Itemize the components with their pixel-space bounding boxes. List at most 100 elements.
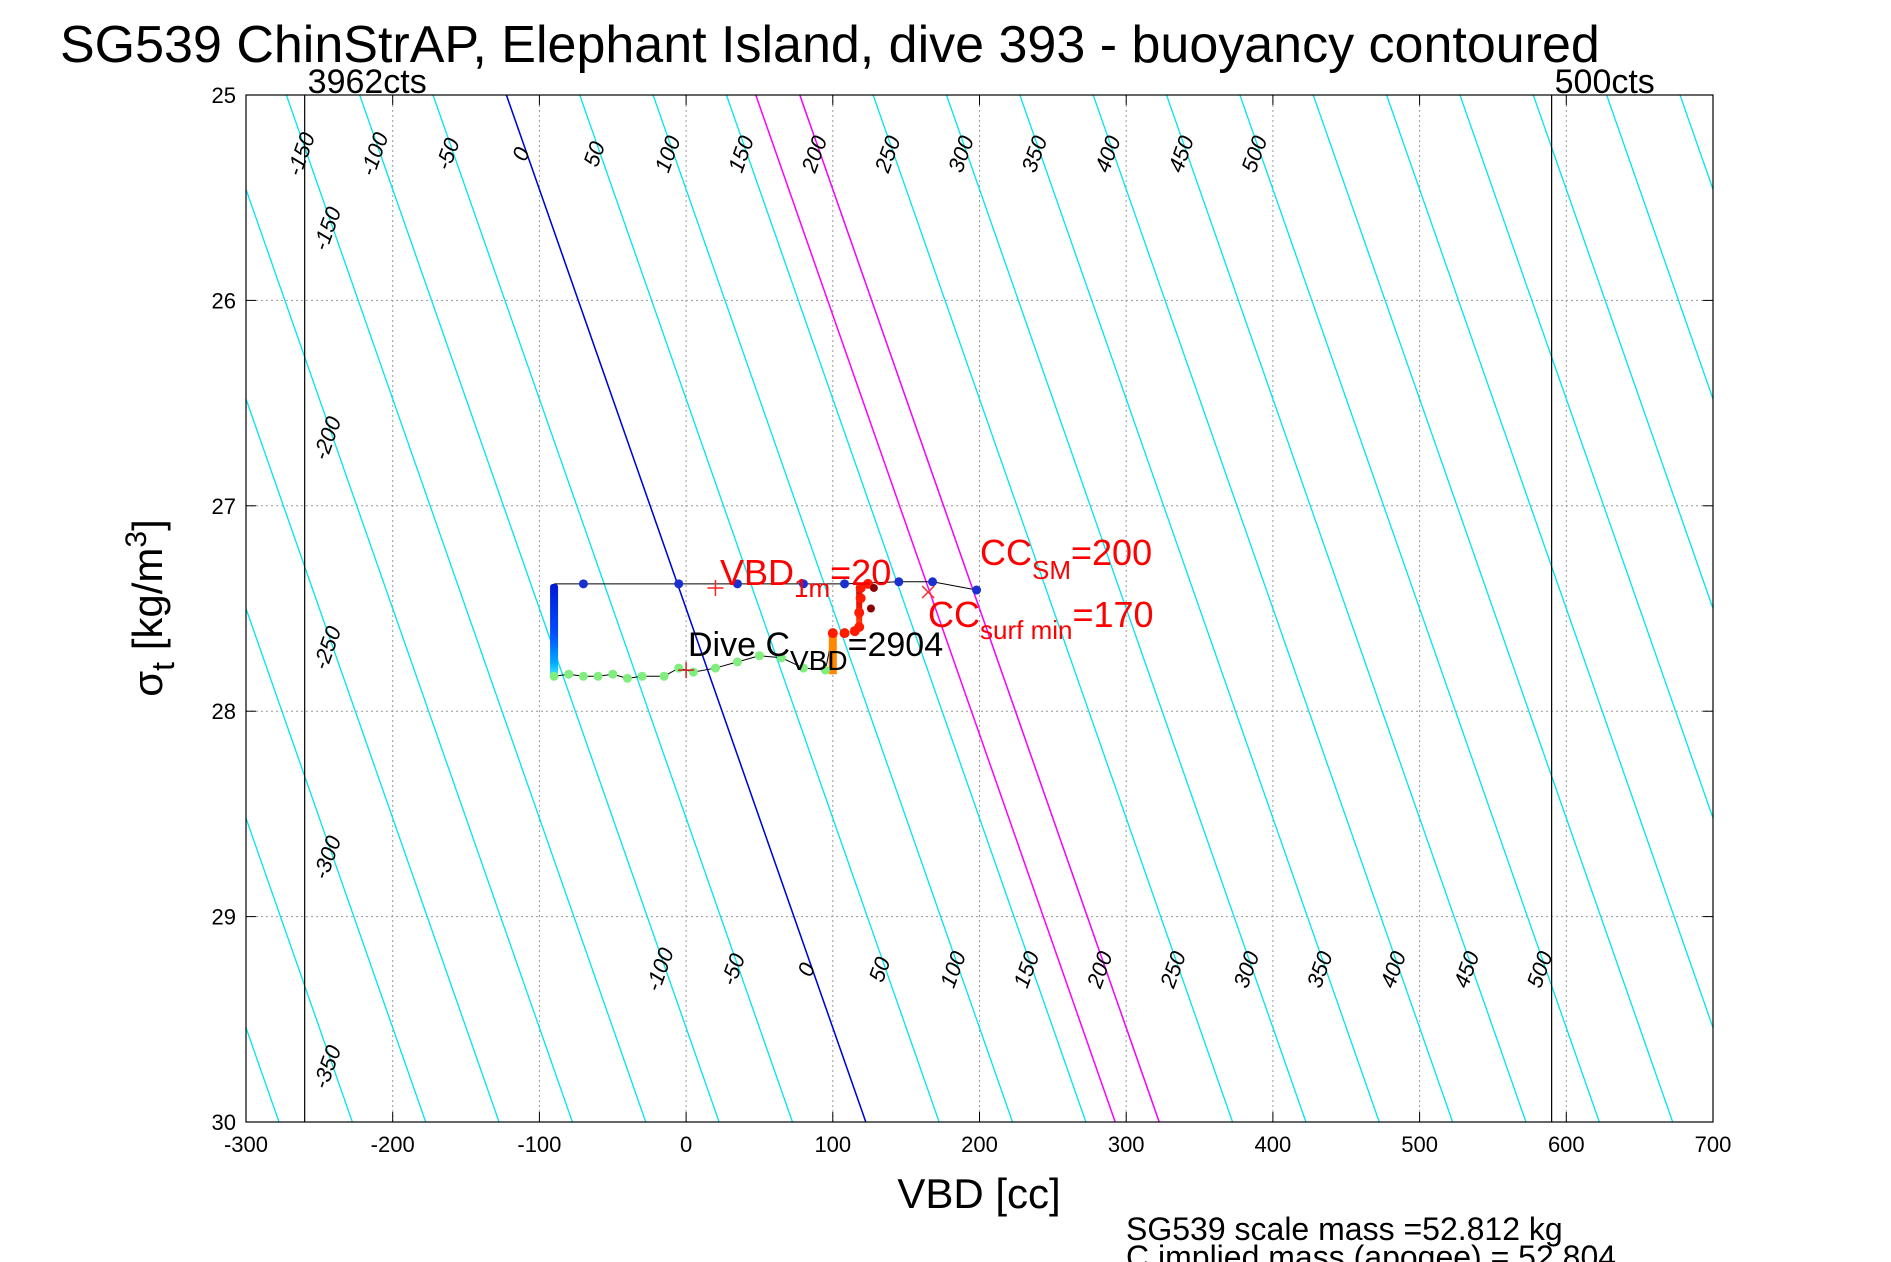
buoyancy-contour-4 (246, 396, 500, 1122)
descent-point-12 (754, 651, 764, 661)
cc-sm-sub: SM (1032, 555, 1071, 585)
buoyancy-contour-20 (1312, 95, 1674, 1122)
buoyancy-contour-24 (1606, 95, 1713, 401)
descent-point-5 (622, 673, 632, 683)
descent-point-14 (798, 663, 808, 673)
buoyancy-contour-22 (1459, 95, 1713, 821)
red-point-1 (839, 628, 850, 639)
footer-implied-mass: C implied mass (apogee) = 52.804 (1126, 1239, 1616, 1262)
buoyancy-contour-2 (246, 816, 353, 1122)
ascent-point-1 (674, 579, 684, 589)
buoyancy-contour-27 (1827, 95, 1891, 1122)
y-axis-label-close: ] (124, 519, 171, 531)
dark-red-point-0 (866, 604, 875, 613)
descent-point-7 (659, 671, 669, 681)
x-tick-label-9: 600 (1548, 1132, 1585, 1157)
cc-surf-main: CC (928, 594, 980, 635)
contour-label-bottom-0: -100 (640, 944, 679, 995)
highlight-contour-0 (505, 95, 867, 1122)
contour-label-bottom-12: 500 (1522, 947, 1558, 991)
y-tick-label-0: 25 (212, 83, 236, 108)
y-axis-label-main: σ (124, 671, 171, 697)
buoyancy-contour-26 (1753, 95, 1891, 1122)
buoyancy-contour-19 (1239, 95, 1600, 1122)
ascent-point-3 (798, 579, 808, 589)
x-axis: -300 -200 -100 0 100 200 300 400 500 600 700 (224, 95, 1731, 1157)
footer-scale-mass: SG539 scale mass =52.812 kg (1126, 1211, 1563, 1247)
blue-depth-bar (550, 583, 559, 677)
x-tick-label-2: -100 (517, 1132, 561, 1157)
red-point-6 (855, 582, 866, 593)
x-tick-label-8: 500 (1401, 1132, 1438, 1157)
x-tick-label-0: -300 (224, 1132, 268, 1157)
y-tick-label-3: 28 (212, 699, 236, 724)
descent-point-10 (710, 663, 720, 673)
buoyancy-contour-7 (359, 95, 720, 1122)
highlight-contour-1 (799, 95, 1160, 1122)
contour-label-top-13: 500 (1236, 132, 1272, 176)
x-tick-label-3: 0 (680, 1132, 692, 1157)
buoyancy-contour-5 (246, 187, 574, 1122)
contour-label-bottom-2: 0 (792, 959, 820, 980)
contour-labels: -150 -100 -50 0 50 100 150 200 250 300 350 400 450 50… (282, 128, 1558, 1092)
contour-label-bottom-4: 100 (935, 947, 971, 991)
descent-point-13 (776, 653, 786, 663)
contour-label-top-12: 450 (1163, 132, 1199, 176)
buoyancy-contour-10 (579, 95, 940, 1122)
buoyancy-contour-0 (0, 95, 206, 1122)
red-point-4 (854, 607, 865, 618)
ascent-point-6 (928, 577, 938, 587)
highlight-contour-2 (755, 95, 1116, 1122)
x-marker-b (921, 585, 935, 599)
y-tick-label-2: 27 (212, 494, 236, 519)
x-tick-label-6: 300 (1108, 1132, 1145, 1157)
contour-label-bottom-8: 300 (1228, 947, 1264, 991)
descent-point-2 (578, 671, 588, 681)
ascent-point-0 (578, 579, 588, 589)
contour-label-bottom-7: 250 (1155, 947, 1192, 992)
descent-point-9 (688, 667, 698, 677)
dive-c-sub: VBD (790, 645, 848, 676)
dive-trace (549, 577, 982, 683)
contour-label-top-10: 350 (1016, 132, 1052, 176)
highlight-contours (505, 95, 1160, 1122)
y-axis-label-units: [kg/m (124, 548, 171, 662)
buoyancy-contour-6 (285, 95, 647, 1122)
contour-label-left-3: -200 (308, 413, 347, 464)
contour-label-left-1: -300 (308, 832, 347, 883)
buoyancy-contour-12 (725, 95, 1087, 1122)
descent-point-3 (593, 671, 603, 681)
descent-point-8 (674, 663, 684, 673)
contour-label-left-2: -250 (308, 622, 347, 673)
ascent-point-2 (732, 579, 742, 589)
buoyancy-contour-16 (1019, 95, 1380, 1122)
cc-surf-min-annotation: CCsurf min=170 (928, 594, 1154, 645)
contour-label-top-1: -100 (355, 128, 394, 179)
x-tick-label-5: 200 (961, 1132, 998, 1157)
ascent-point-7 (972, 585, 982, 595)
dive-c-vbd-annotation: Dive CVBD=2904 (688, 626, 943, 676)
x-tick-label-1: -200 (371, 1132, 415, 1157)
vbd-1m-value: =20 (830, 552, 891, 593)
contour-label-top-2: -50 (430, 134, 465, 173)
cc-sm-annotation: CCSM=200 (980, 532, 1152, 585)
contour-label-bottom-5: 150 (1008, 947, 1044, 991)
y-tick-label-1: 26 (212, 288, 236, 313)
x-axis-label: VBD [cc] (897, 1170, 1060, 1217)
contour-label-top-3: 0 (507, 143, 535, 164)
y-axis-label-sup: 3 (120, 531, 153, 548)
red-point-0 (827, 628, 838, 639)
contour-label-bottom-9: 350 (1302, 947, 1338, 991)
x-tick-label-10: 700 (1695, 1132, 1732, 1157)
descent-point-6 (637, 671, 647, 681)
buoyancy-contour-23 (1532, 95, 1713, 611)
buoyancy-contour-8 (432, 95, 794, 1122)
buoyancy-contour-14 (872, 95, 1234, 1122)
y-tick-label-4: 29 (212, 905, 236, 930)
red-point-5 (855, 593, 866, 604)
contour-label-top-11: 400 (1090, 132, 1126, 176)
buoyancy-contour-25 (1679, 95, 1713, 192)
buoyancy-contour-17 (1092, 95, 1454, 1122)
red-depth-bar (856, 585, 863, 630)
vbd-1m-annotation: VBD1m=20 (720, 552, 891, 603)
